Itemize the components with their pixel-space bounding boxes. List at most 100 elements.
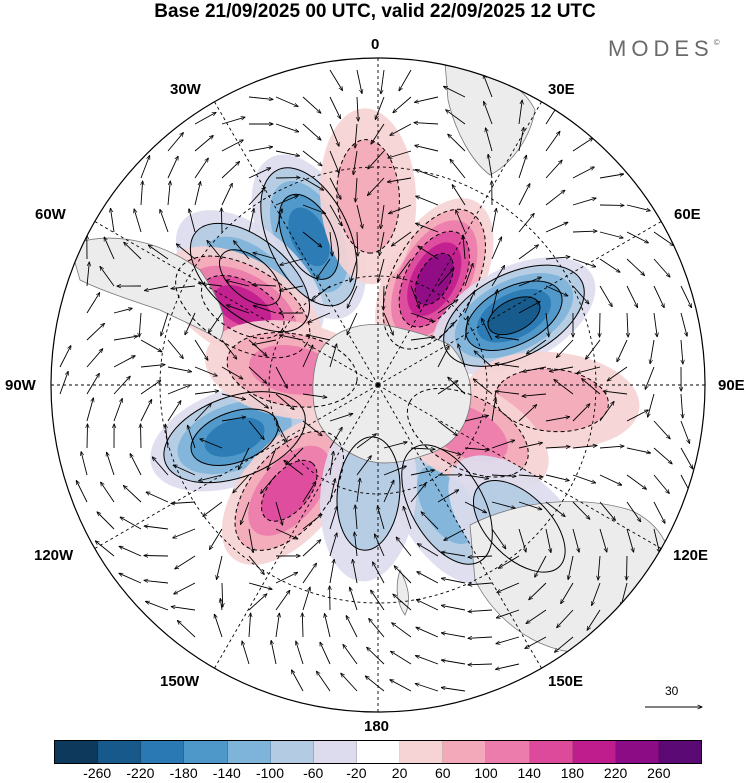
meridian-line [377, 384, 662, 549]
meridian-line [377, 221, 662, 386]
colorbar-tick-label: -20 [346, 765, 367, 781]
colorbar-swatch [55, 741, 99, 763]
wind-vector [545, 501, 565, 517]
lon-label-60e: 60E [674, 206, 701, 223]
wind-vector [173, 465, 196, 476]
wind-vector [167, 385, 190, 395]
wind-vector [626, 231, 648, 243]
wind-vector [681, 339, 683, 364]
wind-vector [356, 204, 363, 228]
wind-vector [346, 616, 358, 638]
wind-vector [416, 223, 439, 233]
wind-vector [134, 209, 142, 233]
wind-vector [248, 582, 272, 589]
wind-vector [545, 160, 562, 179]
colorbar-swatch [184, 741, 228, 763]
wind-vector [284, 460, 304, 476]
wind-vector [518, 405, 537, 422]
wind-vector [572, 446, 597, 449]
wind-vector [356, 434, 376, 449]
wind-vector [545, 312, 549, 337]
wind-vector [437, 300, 458, 314]
wind-vector [484, 102, 493, 125]
wind-vector [139, 312, 141, 337]
wind-vector [100, 267, 115, 287]
wind-vector [448, 377, 466, 395]
wind-vector [200, 439, 223, 449]
lon-label-30w: 30W [170, 81, 201, 98]
wind-vector [104, 237, 115, 260]
wind-vector [253, 253, 277, 260]
wind-vector [194, 391, 219, 395]
wind-vector [221, 162, 240, 179]
wind-vector [555, 636, 574, 652]
wind-vector [568, 555, 574, 580]
wind-vector [368, 177, 385, 195]
meridian-line [214, 101, 379, 386]
wind-vector [119, 573, 142, 584]
wind-vector [343, 645, 358, 665]
wind-vector [572, 404, 590, 422]
wind-vector [653, 312, 657, 337]
wind-vector [302, 563, 317, 584]
colorbar-tick-label: -220 [126, 765, 155, 781]
contour-line [336, 139, 400, 254]
contour-line [406, 387, 529, 478]
wind-vector [317, 258, 331, 279]
wind-vector [171, 285, 196, 289]
wind-vector [444, 86, 466, 98]
map-title: Base 21/09/2025 00 UTC, valid 22/09/2025… [154, 1, 596, 22]
wind-vector [473, 379, 493, 395]
wind-vector [545, 257, 570, 260]
wind-vector [275, 572, 298, 584]
wind-vector [415, 145, 439, 152]
wind-vector [545, 190, 565, 206]
reference-vector-label: 30 [665, 684, 679, 698]
wind-vector [488, 154, 493, 179]
wind-vector [194, 112, 216, 125]
wind-vector [464, 447, 489, 450]
wind-vector [599, 285, 612, 307]
wind-vector [390, 680, 412, 692]
anomaly-shade [415, 253, 454, 305]
wind-vector [572, 285, 589, 304]
wind-vector [144, 556, 169, 557]
anomaly-negative-3 [432, 257, 596, 375]
wind-vector [495, 364, 520, 368]
wind-vector [329, 427, 342, 449]
wind-vector [464, 474, 489, 479]
colorbar-tick-label: -260 [83, 765, 112, 781]
wind-vector [599, 258, 620, 272]
lon-label-150w: 150W [160, 673, 200, 690]
wind-vector [341, 673, 358, 692]
wind-vector [107, 452, 115, 476]
wind-vector [482, 318, 493, 341]
wind-vector [545, 131, 560, 152]
colorbar-tick-label: 180 [560, 765, 585, 781]
wind-vector [572, 198, 596, 206]
wind-vector [141, 424, 142, 449]
wind-vector [599, 474, 622, 485]
wind-vector [111, 208, 115, 233]
wind-vector [59, 371, 68, 395]
wind-vector [486, 128, 493, 152]
wind-vector [167, 339, 183, 359]
wind-vector [59, 346, 71, 368]
wind-vector [378, 258, 385, 282]
wind-vector [76, 481, 88, 503]
wind-vector [592, 582, 601, 606]
wind-vector [371, 590, 385, 611]
wind-vector [441, 633, 466, 638]
wind-vector [498, 555, 520, 568]
wind-vector [275, 613, 279, 638]
wind-vector [518, 528, 526, 552]
lon-label-150e: 150E [548, 673, 584, 690]
colorbar-swatch [529, 741, 573, 763]
wind-vector [302, 231, 322, 247]
wind-vector [572, 474, 596, 483]
wind-vector [518, 184, 530, 206]
wind-vector [185, 312, 196, 335]
lon-label-60w: 60W [35, 206, 66, 223]
wind-vector [389, 204, 412, 214]
